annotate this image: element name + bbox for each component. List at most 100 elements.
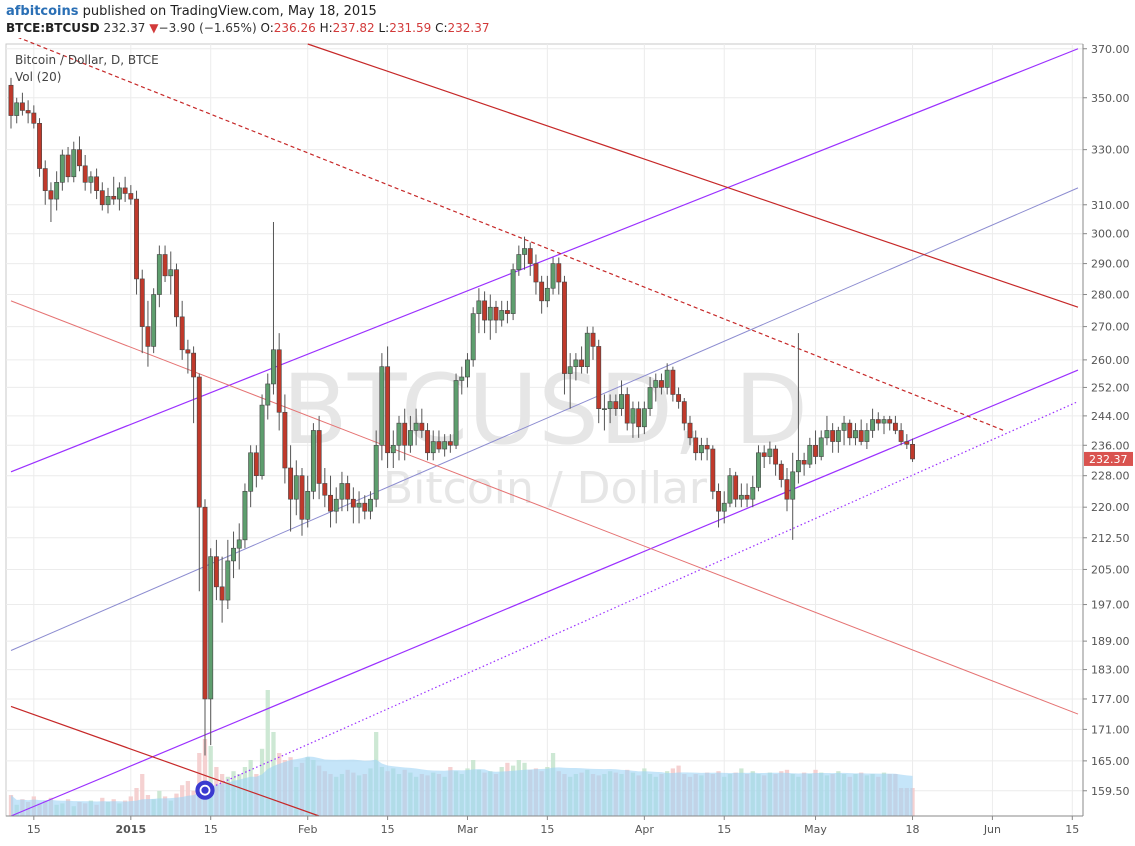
target-ring	[201, 786, 209, 794]
candle	[630, 401, 636, 438]
open-value: 236.26	[273, 21, 316, 35]
candle	[48, 182, 54, 223]
price-tick-label: 280.00	[1091, 289, 1130, 302]
price-tick-label: 205.00	[1091, 563, 1130, 576]
candle	[504, 300, 510, 324]
candle	[191, 346, 197, 424]
candle-body	[379, 366, 385, 446]
candle	[185, 339, 191, 374]
candle-body	[71, 149, 77, 178]
candle	[419, 408, 425, 438]
current-price-tag	[1084, 451, 1133, 466]
candle	[904, 434, 910, 450]
candle	[704, 437, 710, 461]
candle	[453, 373, 459, 450]
candle-body	[693, 437, 699, 454]
candle-body	[145, 326, 151, 347]
candle	[213, 539, 219, 601]
time-tick-label: Jun	[983, 823, 1001, 836]
candle-body	[265, 383, 271, 406]
candle	[368, 491, 373, 520]
candle	[738, 483, 744, 508]
candle-body	[710, 448, 716, 492]
price-change: −3.90 (−1.65%)	[158, 21, 257, 35]
candle	[795, 333, 801, 484]
candle	[573, 353, 579, 381]
candle	[847, 419, 853, 446]
candle	[390, 430, 396, 468]
candle	[562, 275, 567, 395]
trendline-resistance-dashed	[17, 38, 1005, 432]
symbol-label[interactable]: BTCE:BTCUSD	[6, 21, 100, 35]
author-link[interactable]: afbitcoins	[6, 4, 79, 19]
candle-body	[368, 498, 373, 512]
low-value: 231.59	[389, 21, 432, 35]
candle	[892, 415, 898, 435]
candle-body	[362, 502, 368, 512]
candle-body	[704, 444, 710, 450]
candle-body	[191, 352, 197, 378]
candle-body	[493, 306, 499, 321]
price-tick-label: 228.00	[1091, 470, 1130, 483]
candle	[225, 539, 231, 610]
candle	[71, 141, 77, 183]
candle-body	[687, 422, 693, 439]
candle	[65, 146, 71, 183]
candle-body	[858, 430, 864, 442]
candle-body	[738, 494, 744, 500]
volume-bar	[265, 690, 270, 816]
trendline-support-lower	[10, 705, 320, 817]
candle	[653, 373, 659, 402]
candle	[756, 445, 761, 492]
legend-title: Bitcoin / Dollar, D, BTCE	[15, 53, 159, 67]
candle-body	[128, 193, 134, 200]
candle	[716, 483, 721, 528]
candle	[784, 467, 790, 512]
candle-body	[156, 254, 162, 295]
candle-body	[784, 479, 790, 500]
candle	[436, 430, 442, 453]
candle-body	[590, 332, 596, 347]
candle	[77, 136, 82, 172]
candle-body	[847, 422, 853, 439]
candle	[362, 495, 368, 520]
candle-body	[402, 422, 408, 446]
candle-body	[830, 430, 836, 442]
trendline-channel-upper	[10, 48, 1079, 473]
candle-body	[219, 586, 225, 601]
candle-body	[607, 401, 613, 409]
price-tick-label: 236.00	[1091, 439, 1130, 452]
candle	[407, 415, 413, 453]
candle-body	[556, 263, 562, 283]
candle-body	[134, 198, 139, 280]
candle-body	[807, 444, 813, 465]
candle	[875, 412, 881, 431]
last-price: 232.37	[103, 21, 146, 35]
candle-body	[8, 84, 14, 116]
candle	[248, 445, 254, 508]
candle	[567, 353, 573, 409]
candle-body	[813, 444, 818, 457]
candle	[134, 190, 139, 295]
candle	[465, 353, 470, 388]
publish-info: afbitcoins published on TradingView.com,…	[6, 4, 377, 19]
published-text: published on TradingView.com, May 18, 20…	[82, 4, 377, 19]
candle-body	[698, 444, 704, 454]
candle-body	[681, 401, 687, 424]
candle	[54, 171, 60, 211]
candle	[447, 434, 453, 453]
candle	[476, 288, 482, 334]
candle	[813, 430, 818, 465]
candle-body	[641, 408, 647, 428]
candle-body	[778, 463, 784, 480]
candle	[8, 77, 14, 129]
candle-body	[550, 263, 556, 289]
candle	[94, 168, 100, 200]
candle-body	[31, 112, 37, 124]
price-tick-label: 252.00	[1091, 381, 1130, 394]
trendline-resistance-upper	[307, 43, 1079, 308]
candle-body	[767, 448, 773, 457]
candle	[853, 423, 858, 446]
candle	[156, 245, 162, 308]
